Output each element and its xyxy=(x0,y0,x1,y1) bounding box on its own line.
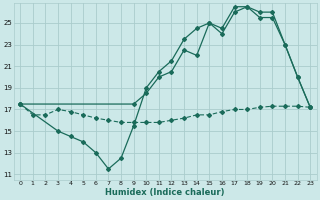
X-axis label: Humidex (Indice chaleur): Humidex (Indice chaleur) xyxy=(106,188,225,197)
